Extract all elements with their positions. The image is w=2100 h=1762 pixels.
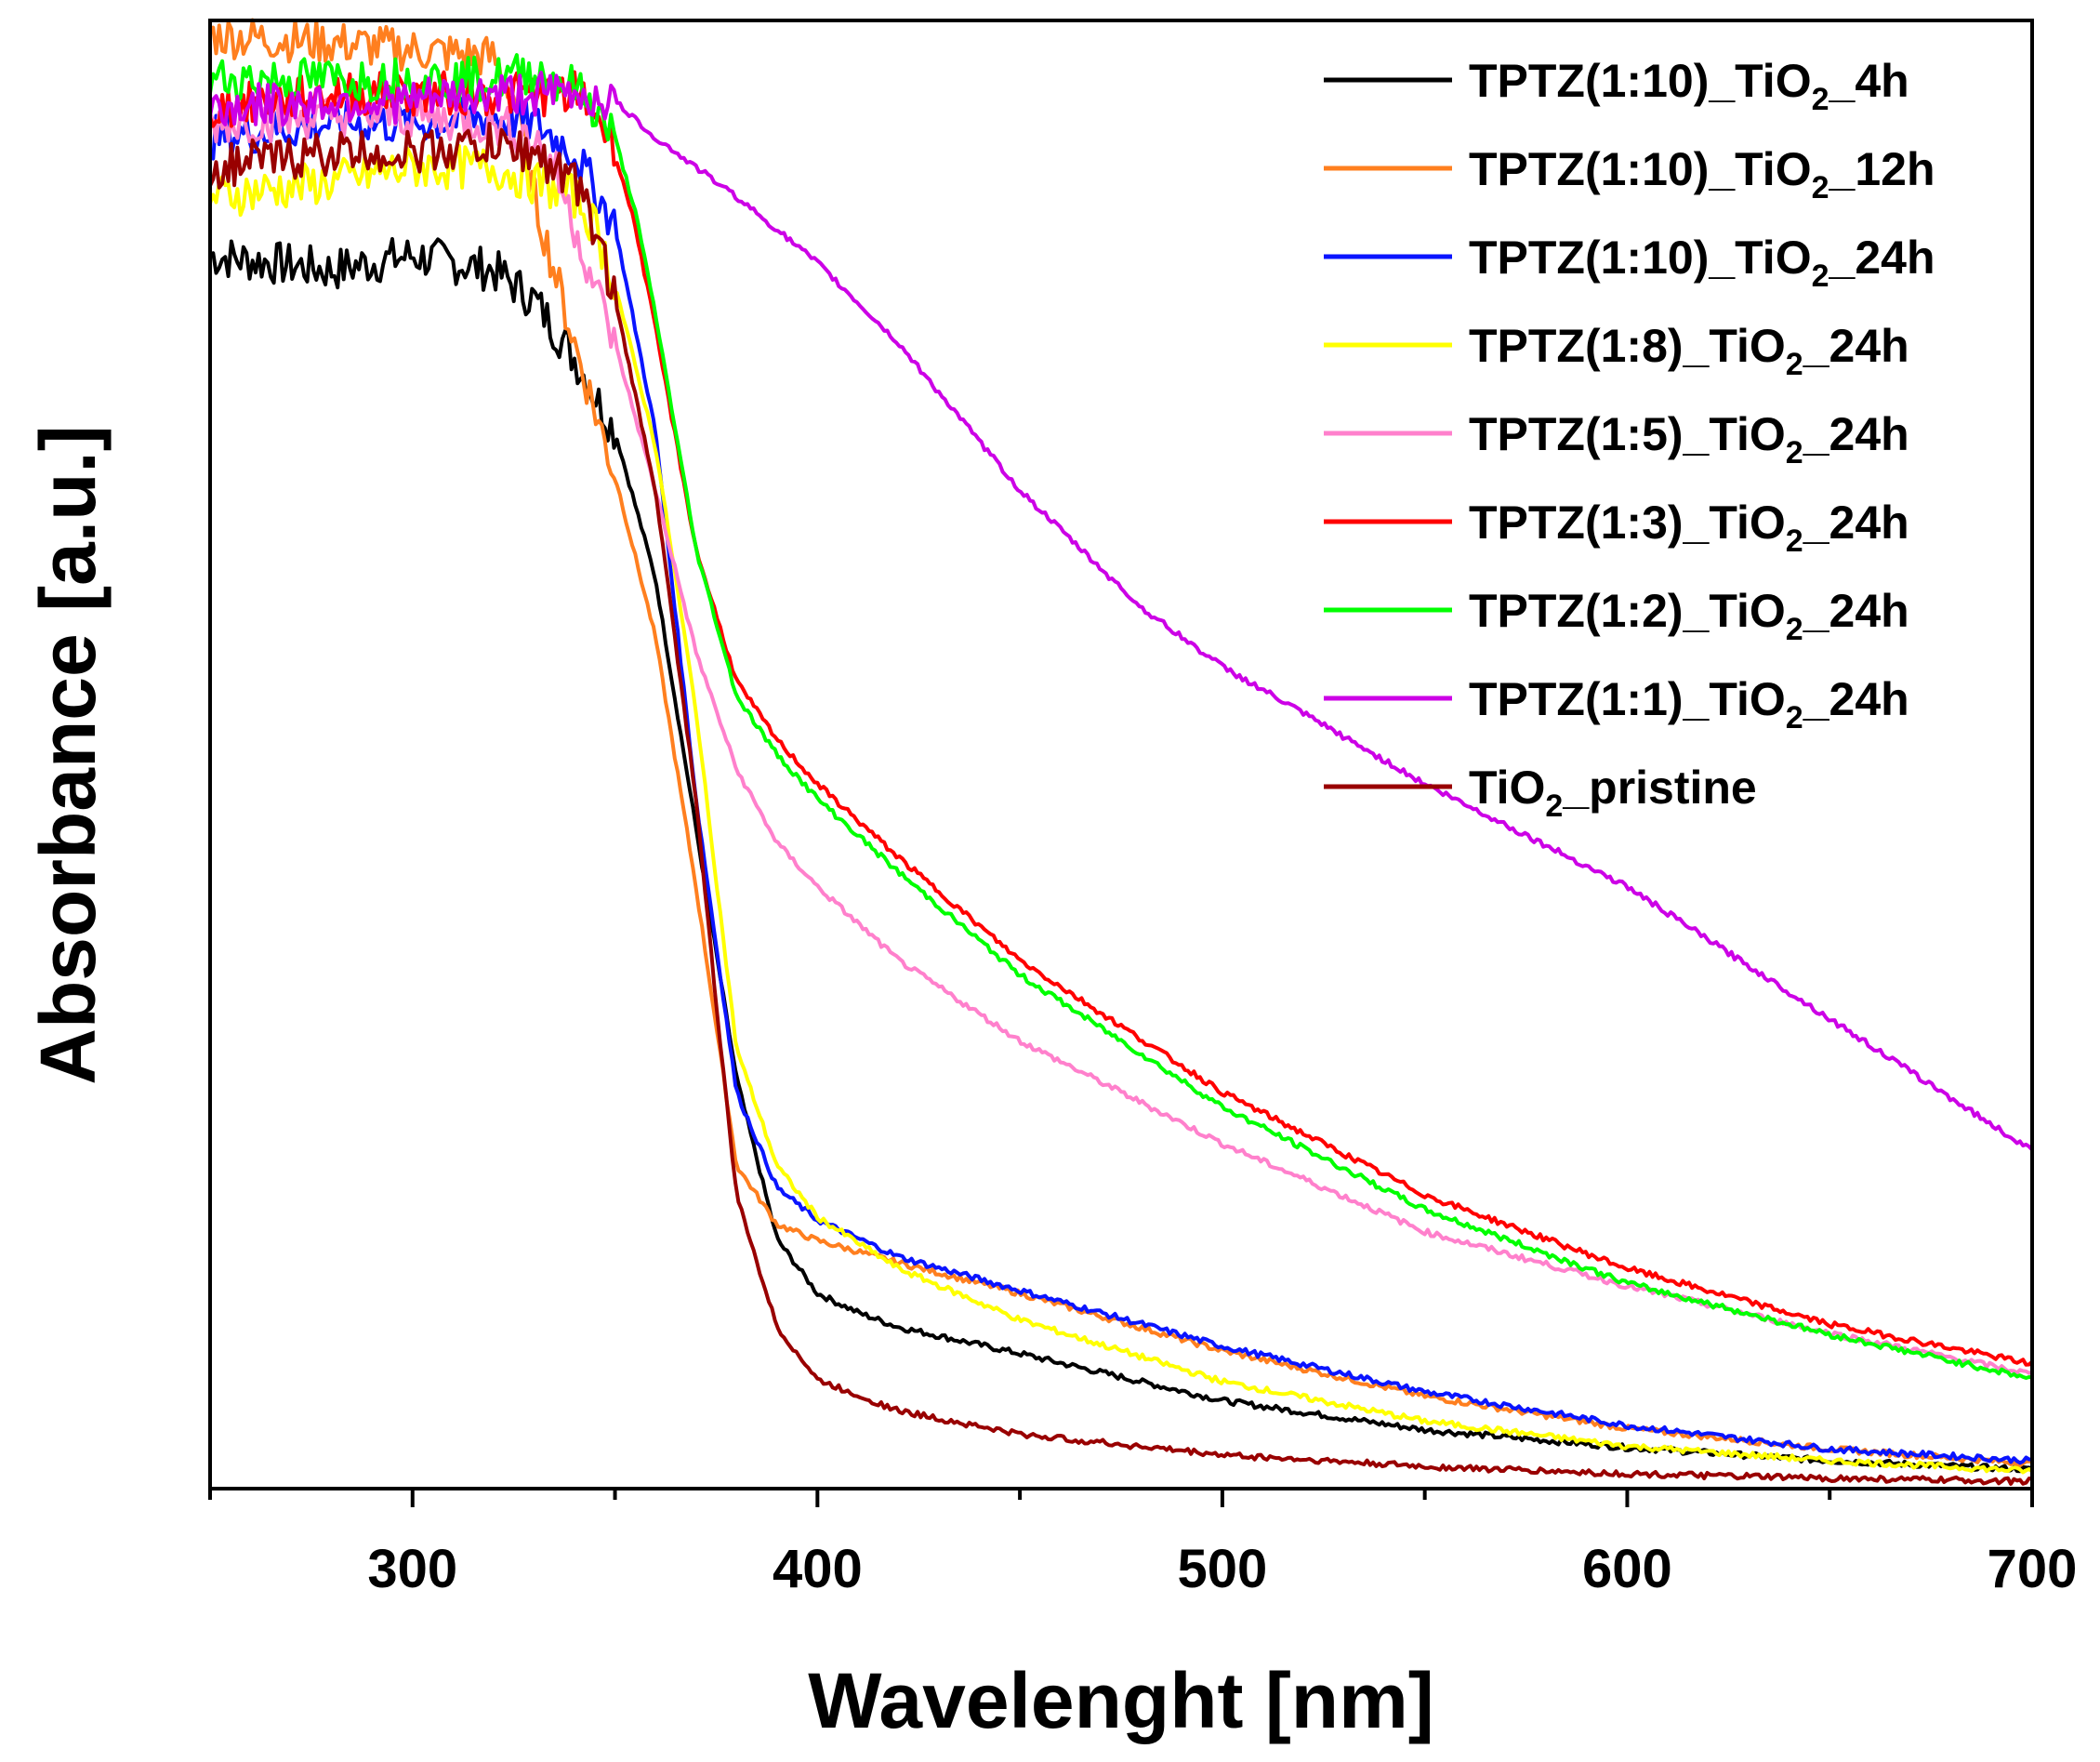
legend-label-suffix: _pristine (1562, 762, 1756, 814)
legend-label-main: TiO (1469, 762, 1545, 814)
legend-item: TPTZ(1:1)_TiO2_24h (1324, 673, 1909, 735)
series-layer (208, 18, 2034, 1486)
ticks-layer: 300 400 500 600 700 (208, 1489, 2078, 1599)
x-tick-label: 300 (367, 1539, 457, 1599)
legend-label: TPTZ(1:5)_TiO2_24h (1469, 408, 1909, 470)
legend-label-subscript: 2 (1786, 523, 1803, 559)
legend-item: TPTZ(1:3)_TiO2_24h (1324, 497, 1909, 559)
legend-label-suffix: _24h (1829, 232, 1935, 284)
x-tick-label: 600 (1582, 1539, 1672, 1599)
legend-label-subscript: 2 (1812, 170, 1829, 205)
legend-label-main: TPTZ(1:10)_TiO (1469, 55, 1812, 107)
legend-label-suffix: _24h (1803, 585, 1909, 637)
legend-item: TiO2_pristine (1324, 762, 1757, 824)
legend-label: TPTZ(1:2)_TiO2_24h (1469, 585, 1909, 647)
legend-label-suffix: _24h (1803, 497, 1909, 549)
legend-label-main: TPTZ(1:3)_TiO (1469, 497, 1786, 549)
legend-label: TiO2_pristine (1469, 762, 1757, 824)
legend-label-main: TPTZ(1:1)_TiO (1469, 673, 1786, 725)
legend-item: TPTZ(1:10)_TiO2_12h (1324, 143, 1935, 205)
series-line-3 (208, 95, 2033, 1465)
legend-label-main: TPTZ(1:8)_TiO (1469, 320, 1786, 372)
legend-item: TPTZ(1:8)_TiO2_24h (1324, 320, 1909, 382)
legend-label-suffix: _24h (1803, 320, 1909, 372)
y-axis-title: Absorbance [a.u.] (24, 425, 112, 1084)
series-line-6 (208, 70, 2034, 1367)
legend-label: TPTZ(1:10)_TiO2_12h (1469, 143, 1935, 205)
x-tick-label: 500 (1177, 1539, 1267, 1599)
x-tick-label: 400 (773, 1539, 863, 1599)
legend-label-main: TPTZ(1:10)_TiO (1469, 232, 1812, 284)
legend-label-main: TPTZ(1:2)_TiO (1469, 585, 1786, 637)
legend-label-main: TPTZ(1:5)_TiO (1469, 408, 1786, 460)
legend-label: TPTZ(1:3)_TiO2_24h (1469, 497, 1909, 559)
legend-item: TPTZ(1:2)_TiO2_24h (1324, 585, 1909, 647)
legend-item: TPTZ(1:10)_TiO2_4h (1324, 55, 1909, 117)
legend-label-subscript: 2 (1545, 788, 1563, 824)
legend-label-subscript: 2 (1786, 700, 1803, 735)
legend-label: TPTZ(1:10)_TiO2_24h (1469, 232, 1935, 294)
legend-label-subscript: 2 (1786, 347, 1803, 382)
axes-layer (208, 19, 2034, 1490)
legend-label-subscript: 2 (1812, 82, 1829, 117)
x-tick-label: 700 (1988, 1539, 2078, 1599)
series-line-1 (208, 237, 2034, 1474)
series-line-7 (208, 53, 2033, 1380)
legend-label-subscript: 2 (1786, 435, 1803, 470)
legend-label: TPTZ(1:10)_TiO2_4h (1469, 55, 1909, 117)
legend-label-suffix: _4h (1829, 55, 1909, 107)
series-line-4 (208, 143, 2034, 1475)
legend-label: TPTZ(1:1)_TiO2_24h (1469, 673, 1909, 735)
legend-item: TPTZ(1:5)_TiO2_24h (1324, 408, 1909, 470)
legend-label-suffix: _24h (1803, 673, 1909, 725)
legend-label: TPTZ(1:8)_TiO2_24h (1469, 320, 1909, 382)
legend-label-suffix: _24h (1803, 408, 1909, 460)
legend: TPTZ(1:10)_TiO2_4hTPTZ(1:10)_TiO2_12hTPT… (1324, 55, 1935, 824)
series-line-9 (208, 122, 2033, 1486)
legend-label-main: TPTZ(1:10)_TiO (1469, 143, 1812, 195)
x-axis-title: Wavelenght [nm] (808, 1657, 1434, 1744)
legend-label-subscript: 2 (1786, 612, 1803, 647)
series-line-8 (208, 71, 2034, 1152)
legend-label-subscript: 2 (1812, 258, 1829, 294)
legend-item: TPTZ(1:10)_TiO2_24h (1324, 232, 1935, 294)
legend-label-suffix: _12h (1829, 143, 1935, 195)
